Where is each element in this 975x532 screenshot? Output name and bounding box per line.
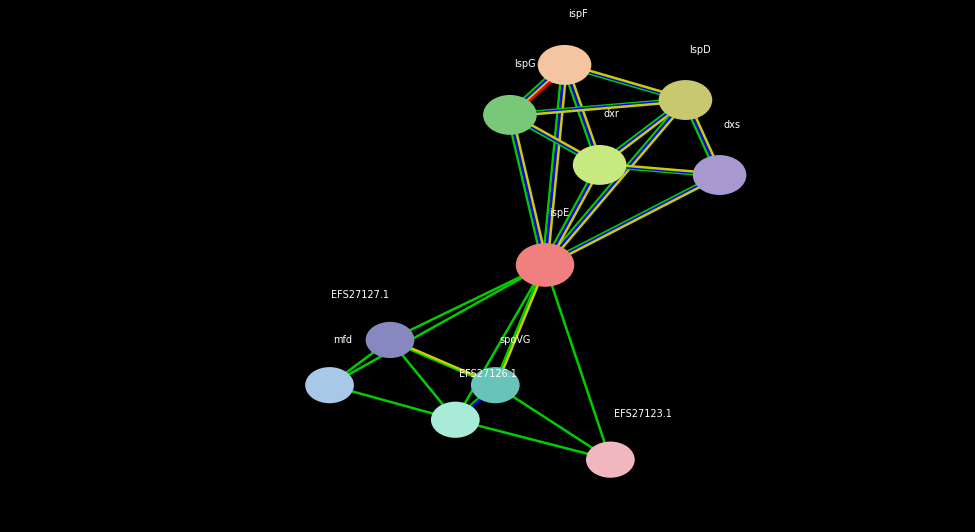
Text: ispF: ispF [568, 10, 588, 20]
Ellipse shape [431, 402, 480, 438]
Ellipse shape [516, 243, 574, 287]
Text: EFS27126.1: EFS27126.1 [459, 369, 517, 379]
Text: EFS27127.1: EFS27127.1 [332, 289, 389, 300]
Text: spoVG: spoVG [499, 335, 530, 345]
Ellipse shape [484, 95, 536, 135]
Ellipse shape [366, 322, 414, 358]
Ellipse shape [586, 442, 635, 478]
Text: ispE: ispE [549, 207, 569, 218]
Text: dxr: dxr [604, 110, 619, 120]
Ellipse shape [471, 367, 520, 403]
Ellipse shape [305, 367, 354, 403]
Ellipse shape [692, 155, 747, 195]
Text: lspD: lspD [689, 45, 711, 55]
Ellipse shape [538, 45, 591, 85]
Text: dxs: dxs [723, 120, 740, 129]
Text: lspG: lspG [514, 60, 535, 70]
Text: mfd: mfd [333, 335, 352, 345]
Text: EFS27123.1: EFS27123.1 [614, 409, 672, 419]
Ellipse shape [659, 80, 712, 120]
Ellipse shape [573, 145, 626, 185]
